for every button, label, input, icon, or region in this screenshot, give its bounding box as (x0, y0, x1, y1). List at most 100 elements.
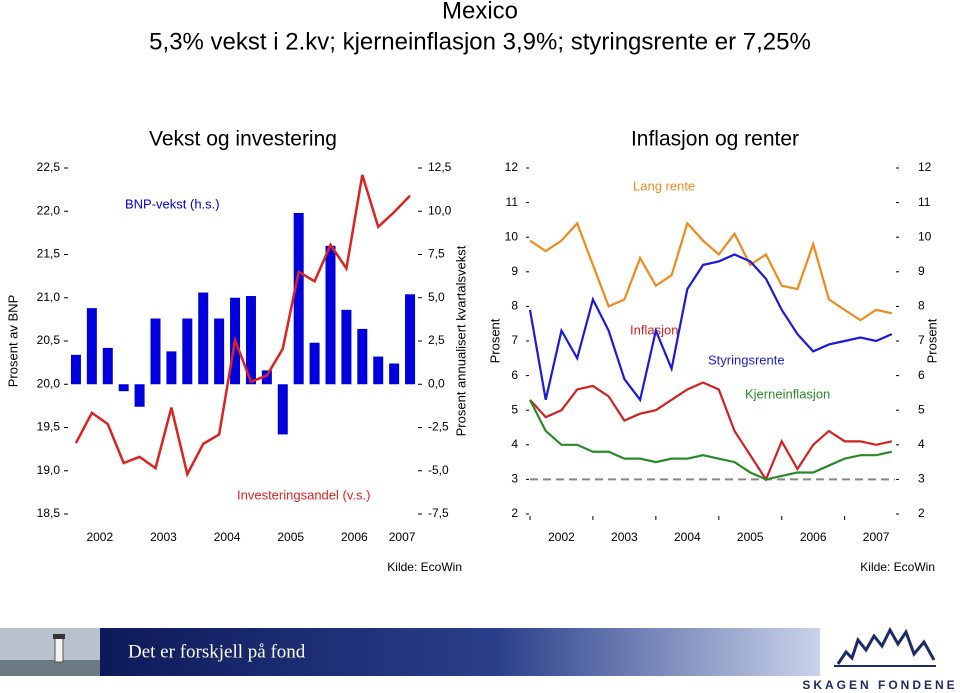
slide-title: Mexico (442, 0, 518, 24)
y-tick-label: 20,5 (37, 333, 61, 347)
y-tick-label: -7,5 (428, 506, 449, 520)
source: Kilde: EcoWin (860, 560, 935, 574)
footer: Det er forskjell på fond SKAGEN FONDENE (0, 626, 957, 692)
bar (214, 318, 225, 385)
series-label: Kjerneinflasjon (745, 386, 830, 401)
x-tick-label: 2002 (86, 530, 113, 544)
x-tick-label: 2004 (674, 530, 701, 544)
y-tick-label: 21,5 (37, 247, 61, 261)
chart-title: Inflasjon og renter (631, 128, 799, 151)
x-tick-label: 2006 (341, 530, 368, 544)
y-tick-label: 20,0 (37, 376, 61, 390)
bar (389, 363, 400, 385)
y-tick-label: 12 (505, 160, 519, 174)
y-tick-label: -5,0 (428, 463, 449, 477)
y-tick-label: 2,5 (428, 333, 445, 347)
y2-axis-label: Prosent (924, 318, 939, 363)
slide-subtitle: 5,3% vekst i 2.kv; kjerneinflasjon 3,9%;… (149, 28, 811, 55)
line (74, 174, 411, 478)
y-tick-label: 19,0 (37, 463, 61, 477)
bar (373, 356, 384, 385)
y-tick-label: 22,0 (37, 203, 61, 217)
logo-text: SKAGEN FONDENE (802, 678, 957, 692)
y-tick-label: 3 (511, 472, 518, 486)
lighthouse (54, 637, 64, 663)
chart-title: Vekst og investering (149, 128, 337, 151)
x-tick-label: 2007 (863, 530, 890, 544)
y-tick-label: 2 (511, 506, 518, 520)
x-tick-label: 2002 (548, 530, 575, 544)
source: Kilde: EcoWin (387, 560, 462, 574)
y-tick-label: 8 (511, 299, 518, 313)
bar (245, 296, 256, 385)
y-tick-label: 19,5 (37, 420, 61, 434)
slogan: Det er forskjell på fond (128, 641, 306, 662)
x-tick-label: 2003 (611, 530, 638, 544)
bar (198, 292, 209, 385)
line (529, 221, 893, 322)
bar (405, 294, 416, 385)
bar (357, 328, 368, 385)
bar (150, 318, 161, 385)
line (528, 253, 893, 403)
banner (100, 628, 820, 676)
y-tick-label: 9 (511, 264, 518, 278)
y-axis-label: Prosent av BNP (5, 295, 20, 388)
bar (70, 354, 81, 385)
x-tick-label: 2005 (737, 530, 764, 544)
y-tick-label: 5 (511, 402, 518, 416)
series-label: Styringsrente (708, 352, 785, 367)
y-tick-label: 12 (918, 160, 932, 174)
bar (309, 342, 320, 385)
y-tick-label: 12,5 (428, 160, 452, 174)
y-tick-label: 11 (506, 195, 519, 209)
bar (182, 318, 193, 385)
x-tick-label: 2005 (277, 530, 304, 544)
bar (86, 308, 97, 385)
bar (261, 370, 272, 385)
y-tick-label: 21,0 (37, 290, 61, 304)
y-tick-label: 22,5 (37, 160, 61, 174)
series-label: BNP-vekst (h.s.) (125, 196, 220, 211)
y-tick-label: 5 (918, 402, 925, 416)
bar (293, 212, 304, 385)
series-label: Inflasjon (630, 322, 678, 337)
y-tick-label: 18,5 (37, 506, 61, 520)
y-tick-label: 7,5 (428, 247, 445, 261)
y-tick-label: 10 (918, 229, 932, 243)
y2-axis-label: Prosent annualisert kvartalsvekst (453, 245, 468, 436)
bar (134, 384, 145, 407)
bar (166, 351, 177, 385)
bar (341, 309, 352, 385)
y-tick-label: 4 (511, 437, 518, 451)
y-tick-label: 8 (918, 299, 925, 313)
series-label: Investeringsandel (v.s.) (237, 487, 370, 502)
y-tick-label: 11 (918, 195, 931, 209)
y-tick-label: 4 (918, 437, 925, 451)
bar (277, 384, 288, 435)
line (529, 381, 893, 482)
lighthouse-top (53, 634, 65, 639)
x-tick-label: 2007 (389, 530, 416, 544)
bar (102, 347, 113, 385)
bar (325, 245, 336, 385)
y-tick-label: 3 (918, 472, 925, 486)
y-tick-label: 0,0 (428, 376, 445, 390)
y-axis-label: Prosent (487, 318, 502, 363)
y-tick-label: 7 (511, 333, 518, 347)
bar (118, 384, 129, 392)
logo-icon (836, 626, 936, 665)
y-tick-label: 6 (511, 368, 518, 382)
y-tick-label: 10,0 (428, 203, 452, 217)
y-tick-label: 6 (918, 368, 925, 382)
y-tick-label: 2 (918, 506, 925, 520)
y-tick-label: 9 (918, 264, 925, 278)
line (529, 399, 893, 481)
y-tick-label: 5,0 (428, 290, 445, 304)
y-tick-label: 10 (505, 229, 519, 243)
y-tick-label: 7 (918, 333, 925, 347)
x-tick-label: 2003 (150, 530, 177, 544)
photo-rocks (0, 660, 100, 676)
series-label: Lang rente (633, 178, 695, 193)
